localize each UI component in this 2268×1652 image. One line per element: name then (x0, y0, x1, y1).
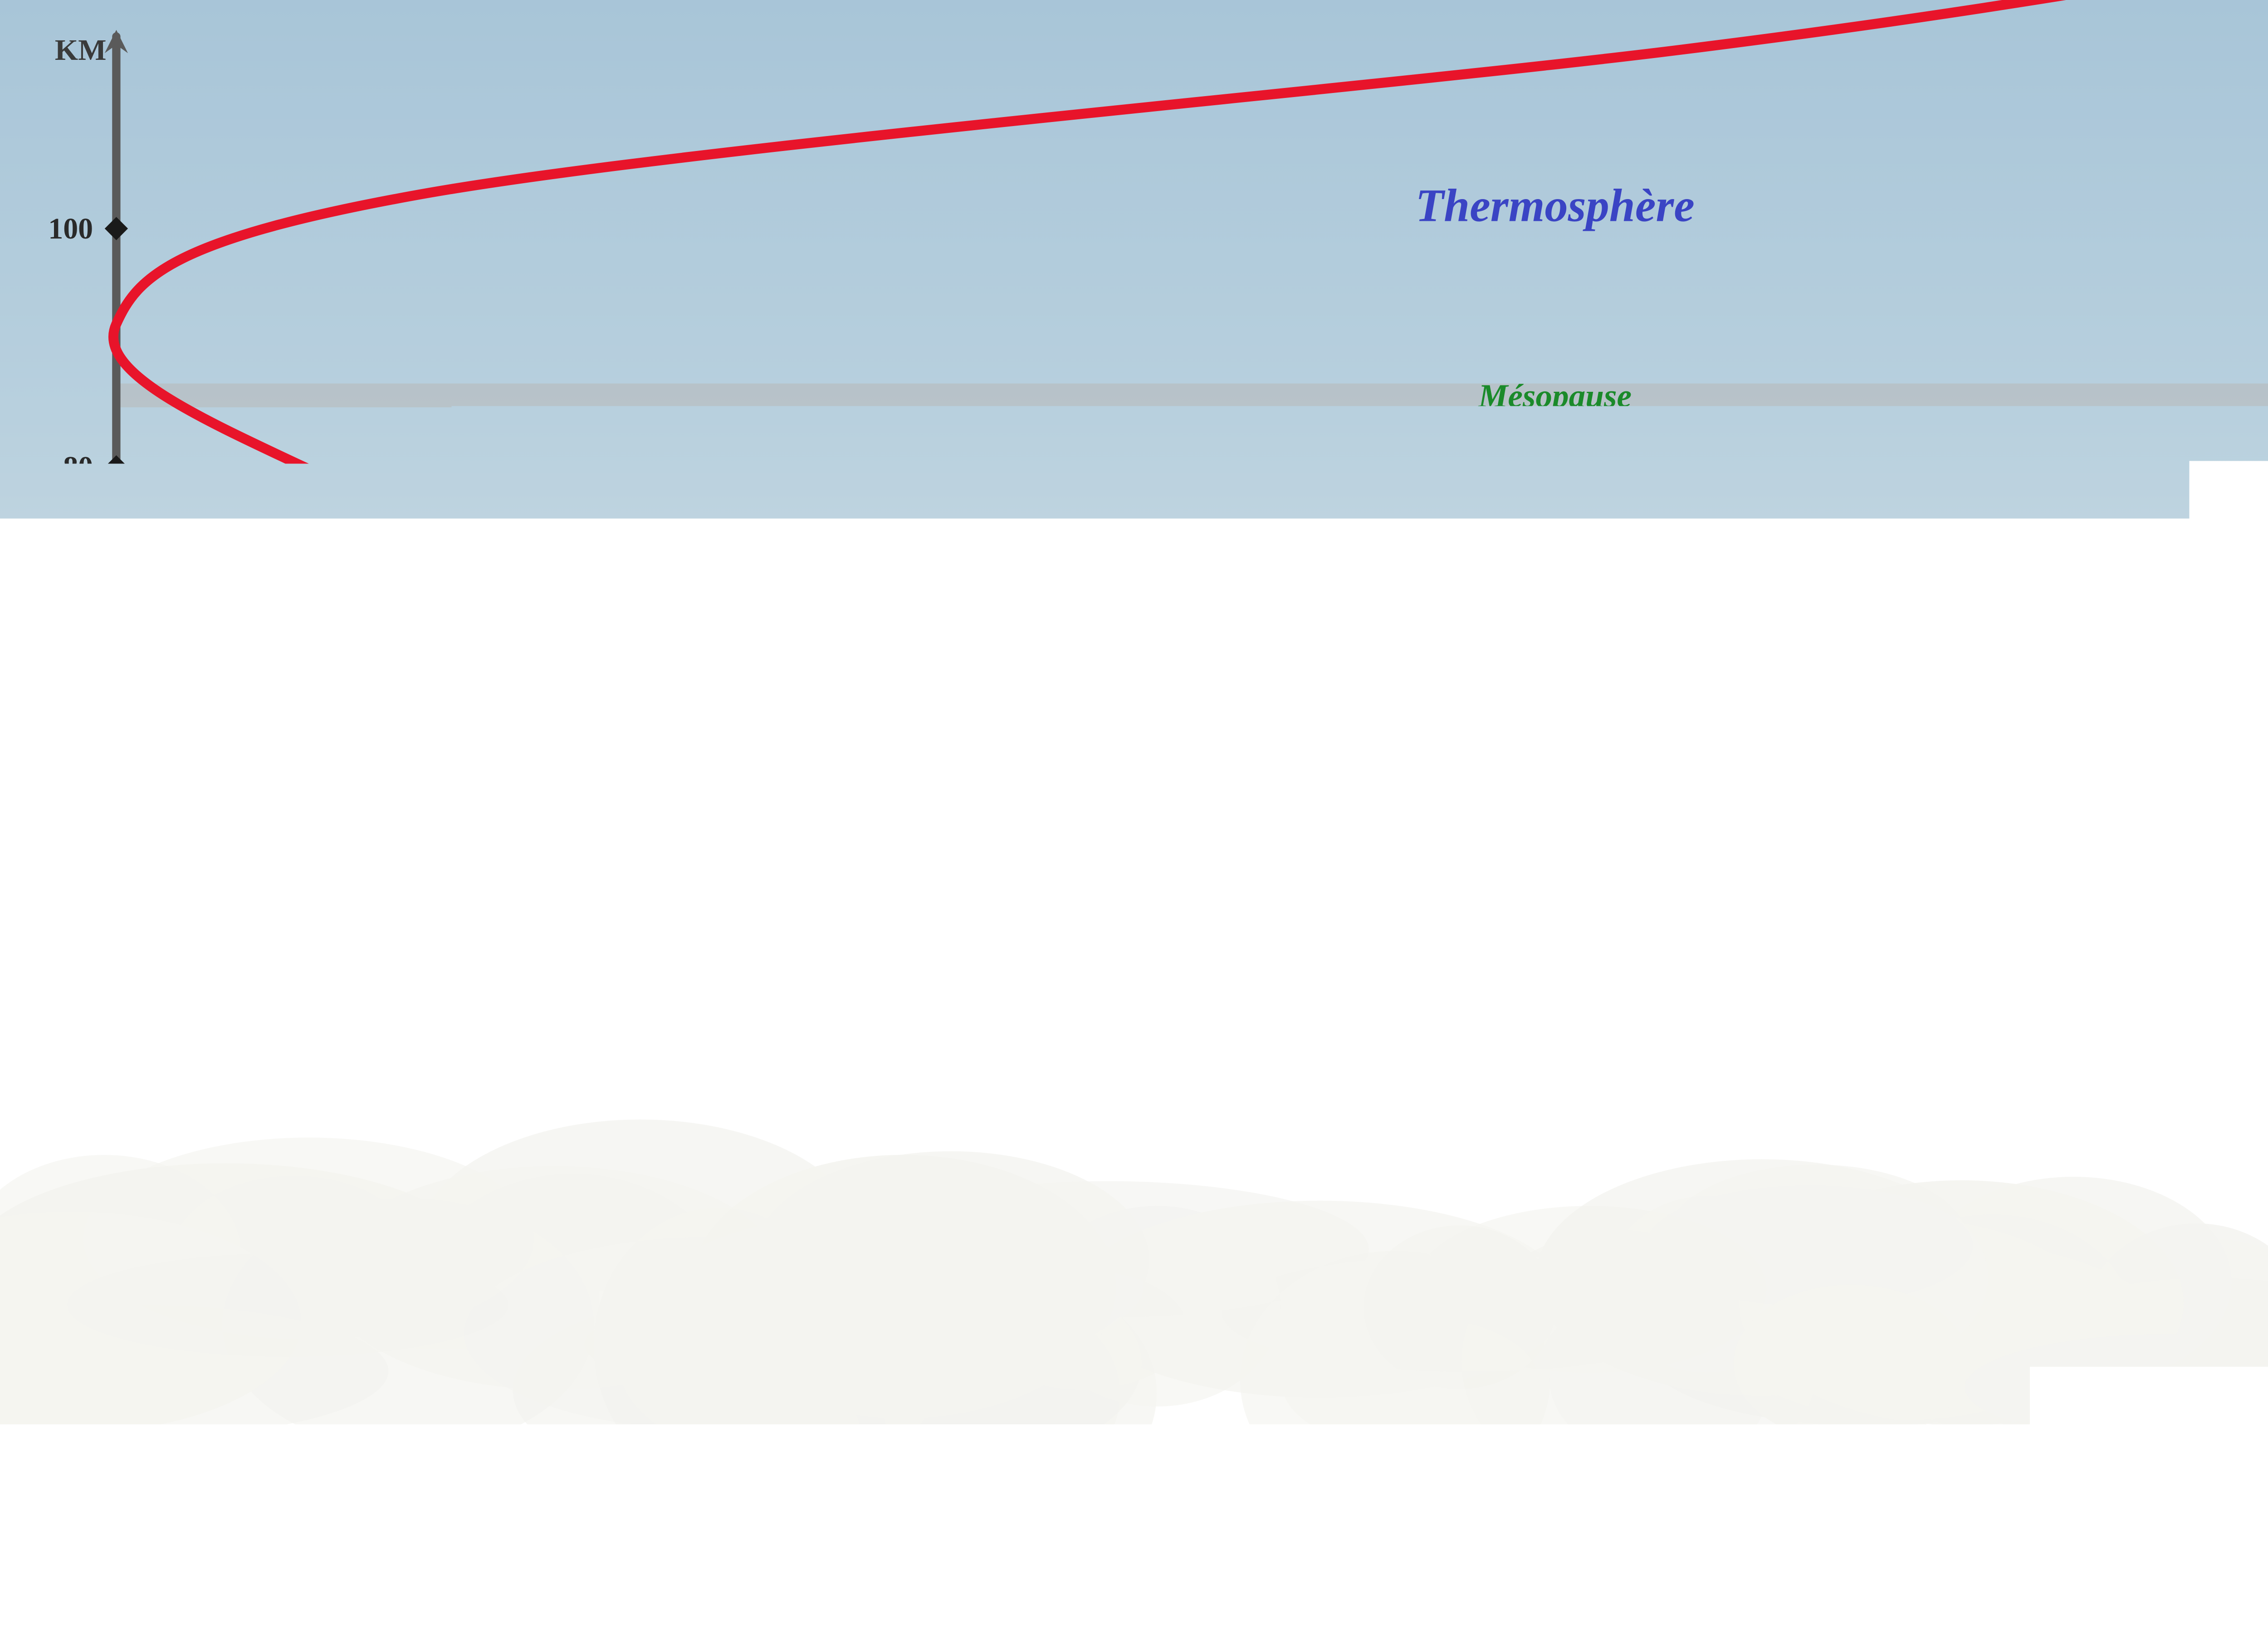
y-tick-label: 0 (78, 1404, 93, 1437)
x-tick-label: 80° C (2145, 1440, 2216, 1473)
x-tick-label: -40° C (639, 1440, 719, 1473)
sky-decoration (0, 966, 2268, 1509)
altitude-label: 131 000 pieds (155, 931, 295, 955)
y-axis-label: KM (55, 34, 107, 67)
pause-band (116, 813, 2268, 837)
layer-label: Mésosphère (1414, 580, 1695, 642)
x-tick-label: -80° C (138, 1440, 219, 1473)
pause-label: Tropopause (1474, 1271, 1635, 1308)
layer-label: Stratosphère (1433, 1038, 1677, 1089)
atmosphere-chart: 0 20 40 60 80 100 KM -80° C -40° C 0° C 40° C 80° C… (0, 0, 2268, 1511)
layer-label: Thermosphère (1415, 180, 1694, 231)
y-tick-label: 60 (63, 689, 93, 722)
layer-label: Troposphère (1434, 1336, 1676, 1387)
pause-band (116, 384, 2268, 408)
x-tick-label: 40° C (1645, 1440, 1716, 1473)
callout-text: Everest (8,8 km) (441, 921, 636, 951)
x-tick-label: 0° C (1152, 1440, 1207, 1473)
pause-label: Stratopause (1474, 807, 1636, 843)
y-tick-label: 40 (63, 927, 93, 960)
y-tick-label: 100 (48, 212, 93, 245)
pause-label: Mésopause (1478, 378, 1632, 414)
y-tick-label: 80 (63, 451, 93, 484)
y-tick-label: 20 (63, 1165, 93, 1199)
